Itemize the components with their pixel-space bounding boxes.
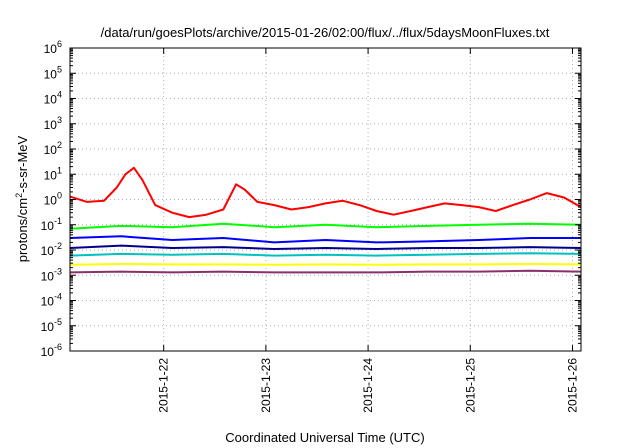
y-tick-label: 105: [44, 64, 62, 81]
series-line-4: [69, 244, 582, 250]
y-axis-label: protons/cm2-s-sr-MeV: [14, 135, 30, 262]
x-tick-label: 2015-1-25: [463, 358, 477, 413]
y-axis-label-rest: -s-sr-MeV: [15, 135, 30, 192]
x-axis: 2015-1-22 2015-1-23 2015-1-24 2015-1-25 2015…: [157, 48, 579, 413]
y-tick-label: 103: [44, 115, 62, 132]
y-tick-label: 10-5: [41, 317, 62, 334]
y-tick-label: 10-4: [41, 292, 62, 309]
y-tick-label: 10-1: [41, 216, 62, 233]
series-line-1: [69, 166, 582, 219]
y-tick-label: 10-2: [41, 241, 62, 258]
y-tick-label: 102: [44, 140, 62, 157]
y-axis: 106 105 104 103 102 101 100 10-1 10-2 10-3 10-4 10-…: [41, 39, 581, 359]
y-axis-label-base: protons/cm: [15, 198, 30, 262]
x-tick-label: 2015-1-23: [259, 358, 273, 413]
series-line-2: [69, 222, 582, 230]
grid-lines: [70, 47, 581, 352]
y-tick-label: 101: [44, 165, 62, 182]
y-tick-label: 10-3: [41, 266, 62, 283]
series-line-3: [69, 235, 581, 244]
x-tick-label: 2015-1-24: [361, 358, 375, 413]
series-line-7: [69, 269, 582, 274]
series-line-5: [69, 252, 582, 257]
y-tick-label: 100: [44, 191, 62, 208]
series-group: [69, 166, 582, 274]
x-axis-label: Coordinated Universal Time (UTC): [225, 430, 424, 445]
x-tick-label: 2015-1-26: [565, 358, 579, 413]
y-tick-label: 10-6: [41, 342, 62, 359]
y-tick-label: 106: [44, 39, 62, 56]
chart-title: /data/run/goesPlots/archive/2015-01-26/0…: [101, 25, 550, 40]
x-tick-label: 2015-1-22: [157, 358, 171, 413]
y-axis-label-sup: 2: [14, 193, 24, 198]
series-line-6: [69, 263, 582, 266]
y-tick-label: 104: [44, 90, 62, 107]
